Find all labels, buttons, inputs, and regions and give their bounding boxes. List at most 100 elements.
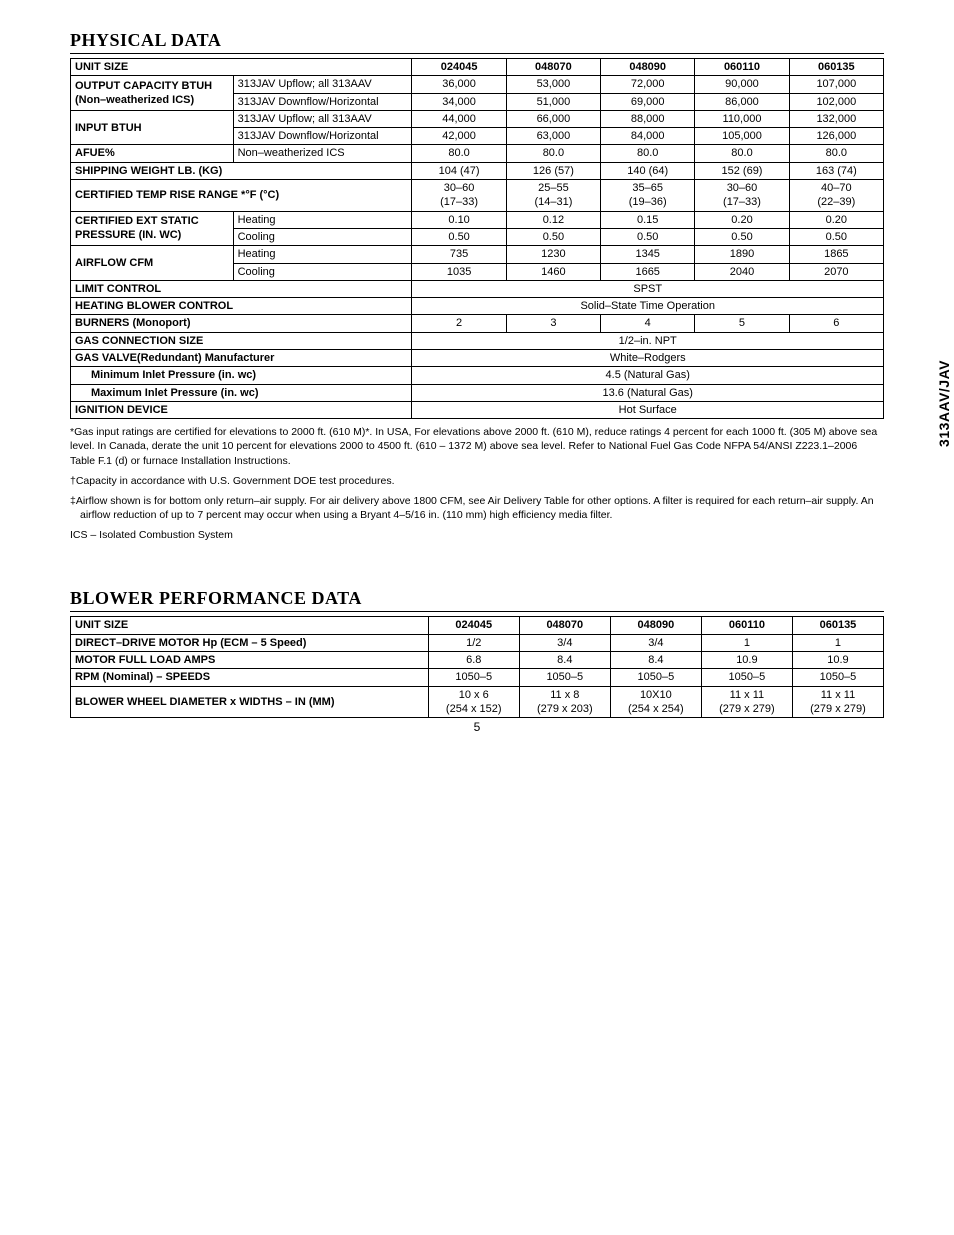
table-row: HEATING BLOWER CONTROL Solid–State Time … xyxy=(71,298,884,315)
ignition-val: Hot Surface xyxy=(412,401,884,418)
table-row: BURNERS (Monoport) 2 3 4 5 6 xyxy=(71,315,884,332)
col-header: 024045 xyxy=(428,617,519,634)
physical-notes: *Gas input ratings are certified for ele… xyxy=(70,425,884,542)
gas-conn-val: 1/2–in. NPT xyxy=(412,332,884,349)
cell: 1890 xyxy=(695,246,789,263)
cell: 1230 xyxy=(506,246,600,263)
cell: 0.10 xyxy=(412,211,506,228)
airflow-label: AIRFLOW CFM xyxy=(71,246,234,281)
side-tab: 313AAV/JAV xyxy=(936,360,952,447)
cell: 11 x 11(279 x 279) xyxy=(792,686,883,718)
col-header: 048070 xyxy=(519,617,610,634)
physical-heading: PHYSICAL DATA xyxy=(70,30,884,54)
cell: 1/2 xyxy=(428,634,519,651)
cell: 0.20 xyxy=(789,211,883,228)
cell: 1050–5 xyxy=(792,669,883,686)
gas-valve-val: White–Rodgers xyxy=(412,350,884,367)
cell: 3/4 xyxy=(610,634,701,651)
temp-rise-label: CERTIFIED TEMP RISE RANGE *°F (°C) xyxy=(71,180,412,212)
col-header: 060110 xyxy=(701,617,792,634)
table-row: MOTOR FULL LOAD AMPS 6.8 8.4 8.4 10.9 10… xyxy=(71,652,884,669)
cell: 1035 xyxy=(412,263,506,280)
cell: 10.9 xyxy=(701,652,792,669)
col-header: 048090 xyxy=(610,617,701,634)
air-cool-label: Cooling xyxy=(233,263,412,280)
cell: 1665 xyxy=(601,263,695,280)
wheel-label: BLOWER WHEEL DIAMETER x WIDTHS – IN (MM) xyxy=(71,686,429,718)
cell: 152 (69) xyxy=(695,162,789,179)
air-heat-label: Heating xyxy=(233,246,412,263)
ship-weight-label: SHIPPING WEIGHT LB. (KG) xyxy=(71,162,412,179)
cell: 735 xyxy=(412,246,506,263)
cell: 2070 xyxy=(789,263,883,280)
cell: 1050–5 xyxy=(428,669,519,686)
motor-label: DIRECT–DRIVE MOTOR Hp (ECM – 5 Speed) xyxy=(71,634,429,651)
col-header: 048070 xyxy=(506,59,600,76)
gas-valve-label: GAS VALVE(Redundant) Manufacturer xyxy=(71,350,412,367)
cell: 1865 xyxy=(789,246,883,263)
blower-heading: BLOWER PERFORMANCE DATA xyxy=(70,588,884,612)
ext-static-label: CERTIFIED EXT STATIC PRESSURE (IN. WC) xyxy=(71,211,234,246)
table-row: OUTPUT CAPACITY BTUH (Non–weatherized IC… xyxy=(71,76,884,93)
cell: 10 x 6(254 x 152) xyxy=(428,686,519,718)
cell: 72,000 xyxy=(601,76,695,93)
afue-label: AFUE% xyxy=(71,145,234,162)
cell: 3 xyxy=(506,315,600,332)
max-inlet-label: Maximum Inlet Pressure (in. wc) xyxy=(71,384,412,401)
cell: 1460 xyxy=(506,263,600,280)
unit-size-label: UNIT SIZE xyxy=(71,617,429,634)
amps-label: MOTOR FULL LOAD AMPS xyxy=(71,652,429,669)
cell: 163 (74) xyxy=(789,162,883,179)
table-row: GAS VALVE(Redundant) Manufacturer White–… xyxy=(71,350,884,367)
cell: 8.4 xyxy=(519,652,610,669)
afue-sub: Non–weatherized ICS xyxy=(233,145,412,162)
cell: 3/4 xyxy=(519,634,610,651)
input-row2-label: 313JAV Downflow/Horizontal xyxy=(233,128,412,145)
cell: 63,000 xyxy=(506,128,600,145)
cell: 40–70(22–39) xyxy=(789,180,883,212)
limit-label: LIMIT CONTROL xyxy=(71,280,412,297)
heat-blower-label: HEATING BLOWER CONTROL xyxy=(71,298,412,315)
output-row1-label: 313JAV Upflow; all 313AAV xyxy=(233,76,412,93)
table-row: GAS CONNECTION SIZE 1/2–in. NPT xyxy=(71,332,884,349)
cell: 0.12 xyxy=(506,211,600,228)
cell: 132,000 xyxy=(789,110,883,127)
cell: 1050–5 xyxy=(701,669,792,686)
cell: 10.9 xyxy=(792,652,883,669)
note-4: ICS – Isolated Combustion System xyxy=(70,528,884,542)
note-2: †Capacity in accordance with U.S. Govern… xyxy=(70,474,884,488)
blower-table: UNIT SIZE 024045 048070 048090 060110 06… xyxy=(70,616,884,718)
cell: 0.50 xyxy=(789,228,883,245)
table-row: LIMIT CONTROL SPST xyxy=(71,280,884,297)
input-btuh-label: INPUT BTUH xyxy=(71,110,234,145)
cell: 0.20 xyxy=(695,211,789,228)
cell: 107,000 xyxy=(789,76,883,93)
table-row: AFUE% Non–weatherized ICS 80.0 80.0 80.0… xyxy=(71,145,884,162)
cell: 0.50 xyxy=(695,228,789,245)
cell: 1 xyxy=(792,634,883,651)
col-header: 024045 xyxy=(412,59,506,76)
cell: 8.4 xyxy=(610,652,701,669)
col-header: 060110 xyxy=(695,59,789,76)
cell: 6.8 xyxy=(428,652,519,669)
table-row: INPUT BTUH 313JAV Upflow; all 313AAV 44,… xyxy=(71,110,884,127)
burners-label: BURNERS (Monoport) xyxy=(71,315,412,332)
cell: 104 (47) xyxy=(412,162,506,179)
cell: 30–60(17–33) xyxy=(412,180,506,212)
cell: 0.50 xyxy=(506,228,600,245)
cell: 90,000 xyxy=(695,76,789,93)
table-row: DIRECT–DRIVE MOTOR Hp (ECM – 5 Speed) 1/… xyxy=(71,634,884,651)
cell: 35–65(19–36) xyxy=(601,180,695,212)
cell: 11 x 11(279 x 279) xyxy=(701,686,792,718)
cell: 25–55(14–31) xyxy=(506,180,600,212)
cell: 42,000 xyxy=(412,128,506,145)
limit-val: SPST xyxy=(412,280,884,297)
table-row: AIRFLOW CFM Heating 735 1230 1345 1890 1… xyxy=(71,246,884,263)
output-cap-label: OUTPUT CAPACITY BTUH (Non–weatherized IC… xyxy=(71,76,234,111)
table-row: SHIPPING WEIGHT LB. (KG) 104 (47) 126 (5… xyxy=(71,162,884,179)
ext-heat-label: Heating xyxy=(233,211,412,228)
cell: 1050–5 xyxy=(610,669,701,686)
cell: 66,000 xyxy=(506,110,600,127)
cell: 10X10(254 x 254) xyxy=(610,686,701,718)
cell: 80.0 xyxy=(412,145,506,162)
